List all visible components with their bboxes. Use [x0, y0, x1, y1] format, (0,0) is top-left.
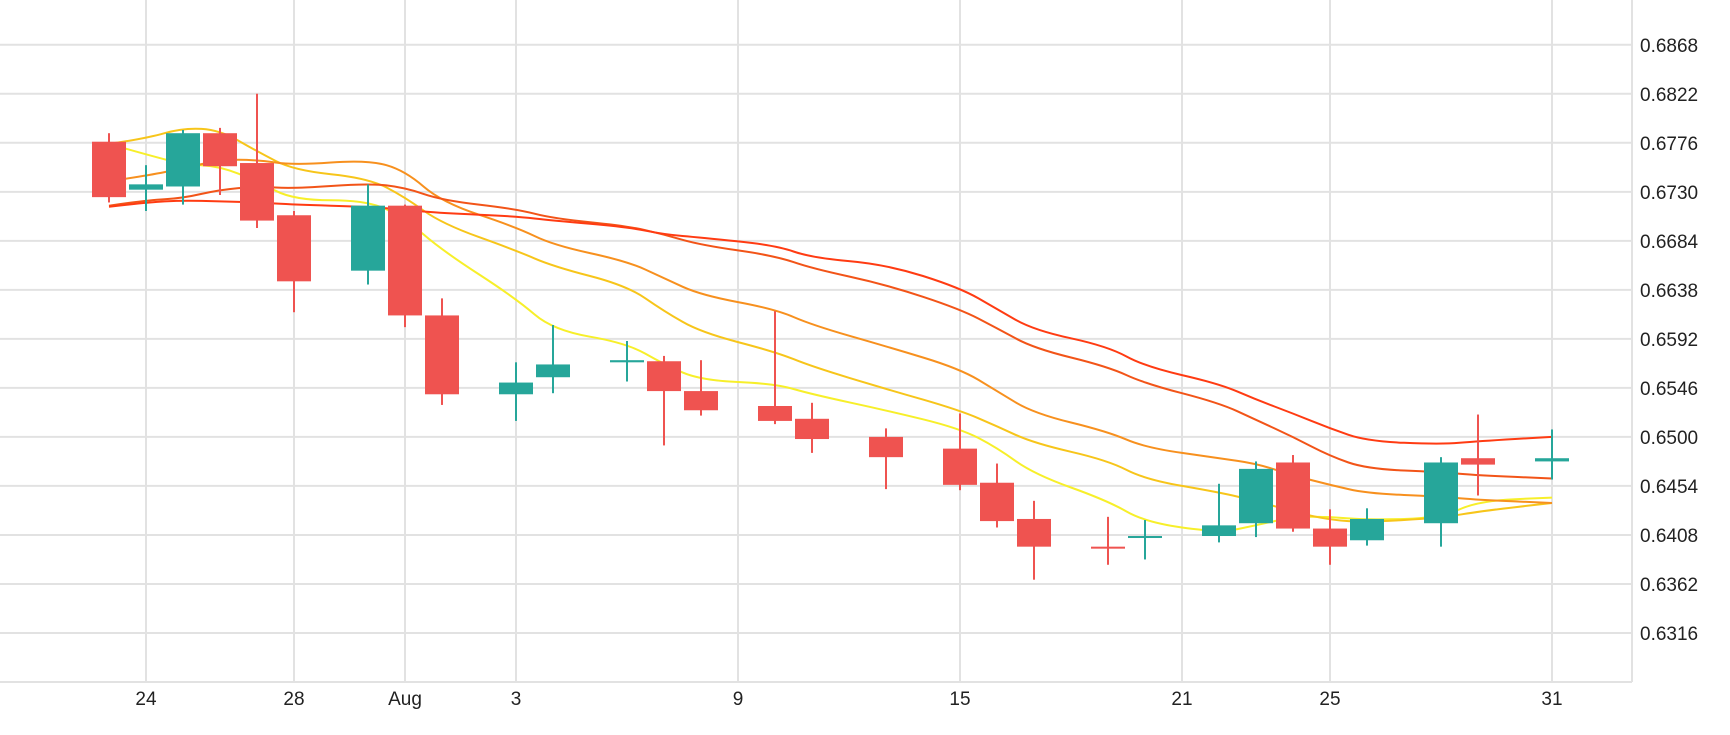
y-tick-label: 0.6500	[1640, 428, 1698, 449]
candle-body	[1424, 462, 1458, 524]
candle-body	[1350, 518, 1384, 541]
y-tick-label: 0.6776	[1640, 134, 1698, 155]
candle-body	[1461, 458, 1495, 465]
candle	[203, 127, 237, 196]
candle-body	[240, 163, 274, 221]
moving-average-lines	[108, 127, 1553, 532]
candle-body	[758, 406, 792, 421]
candle	[499, 362, 533, 421]
x-tick-label: 25	[1319, 689, 1340, 710]
candle-body	[351, 205, 385, 271]
candle	[1461, 414, 1495, 496]
candle-body	[647, 361, 681, 392]
candle	[1091, 516, 1125, 565]
candle-body	[1091, 546, 1125, 549]
y-axis-tick-labels: 0.6868 0.6822 0.6776 0.6730 0.6684 0.6638 0.65…	[1640, 36, 1699, 645]
candle	[647, 355, 681, 446]
moving-average-line	[108, 127, 1553, 523]
candle-body	[1313, 528, 1347, 547]
y-tick-label: 0.6638	[1640, 281, 1698, 302]
x-tick-label: 24	[135, 689, 157, 710]
candle	[795, 402, 829, 453]
y-tick-label: 0.6546	[1640, 379, 1698, 400]
y-tick-label: 0.6822	[1640, 85, 1698, 106]
axes	[0, 0, 1633, 683]
candle-body	[203, 133, 237, 167]
candle	[758, 311, 792, 425]
y-tick-label: 0.6592	[1640, 330, 1698, 351]
candle-body	[1128, 536, 1162, 539]
y-tick-label: 0.6684	[1640, 232, 1699, 253]
candle	[684, 360, 718, 416]
candle-body	[1017, 518, 1051, 547]
candle	[1313, 509, 1347, 565]
candle	[1424, 457, 1458, 547]
candle	[1276, 455, 1310, 532]
y-tick-label: 0.6408	[1640, 526, 1698, 547]
candle	[1350, 508, 1384, 546]
x-tick-label: 3	[511, 689, 522, 710]
moving-average-line	[108, 199, 1553, 445]
x-tick-label: 9	[733, 689, 744, 710]
x-tick-label: 21	[1171, 689, 1192, 710]
x-tick-label: 31	[1541, 689, 1562, 710]
candle-body	[1239, 468, 1273, 524]
candle	[92, 133, 126, 203]
candle-body	[943, 448, 977, 485]
candle	[425, 298, 459, 405]
candle	[351, 184, 385, 285]
candle-body	[869, 436, 903, 458]
x-axis-tick-labels: 24 28 Aug 3 9 15 21 25 31	[135, 689, 1562, 710]
candle	[610, 341, 644, 382]
candle-body	[1202, 525, 1236, 537]
horizontal-gridlines	[0, 43, 1632, 683]
candle	[536, 325, 570, 394]
candle	[1017, 500, 1051, 580]
candle	[1128, 520, 1162, 560]
candle-body	[980, 482, 1014, 522]
candle-body	[795, 418, 829, 440]
y-tick-label: 0.6454	[1640, 477, 1699, 498]
candle-body	[1276, 462, 1310, 529]
candle-body	[1535, 458, 1569, 462]
candle-body	[388, 205, 422, 316]
candle-body	[277, 215, 311, 282]
moving-average-line	[108, 158, 1553, 504]
candle-body	[129, 184, 163, 190]
candle-body	[499, 382, 533, 395]
candle	[869, 428, 903, 490]
candle-body	[425, 315, 459, 395]
y-tick-label: 0.6316	[1640, 624, 1698, 645]
candle	[1202, 483, 1236, 543]
candle-body	[166, 133, 200, 187]
x-tick-label: 15	[949, 689, 970, 710]
moving-average-line	[108, 183, 1553, 480]
candle	[240, 93, 274, 229]
candle	[980, 463, 1014, 528]
x-tick-label: 28	[283, 689, 304, 710]
candle	[943, 413, 977, 491]
candle	[1535, 429, 1569, 480]
candle	[277, 210, 311, 313]
candle	[166, 130, 200, 205]
candle	[388, 204, 422, 328]
y-tick-label: 0.6730	[1640, 183, 1698, 204]
candles	[92, 93, 1569, 580]
candle-body	[684, 391, 718, 411]
candle	[129, 165, 163, 211]
candle-body	[610, 360, 644, 363]
y-tick-label: 0.6362	[1640, 575, 1698, 596]
x-tick-label: Aug	[388, 689, 422, 710]
candle-body	[92, 141, 126, 198]
vertical-gridlines	[145, 0, 1553, 682]
moving-average-line	[108, 142, 1553, 532]
candle	[1239, 461, 1273, 538]
y-tick-label: 0.6868	[1640, 36, 1698, 57]
candle-body	[536, 364, 570, 378]
